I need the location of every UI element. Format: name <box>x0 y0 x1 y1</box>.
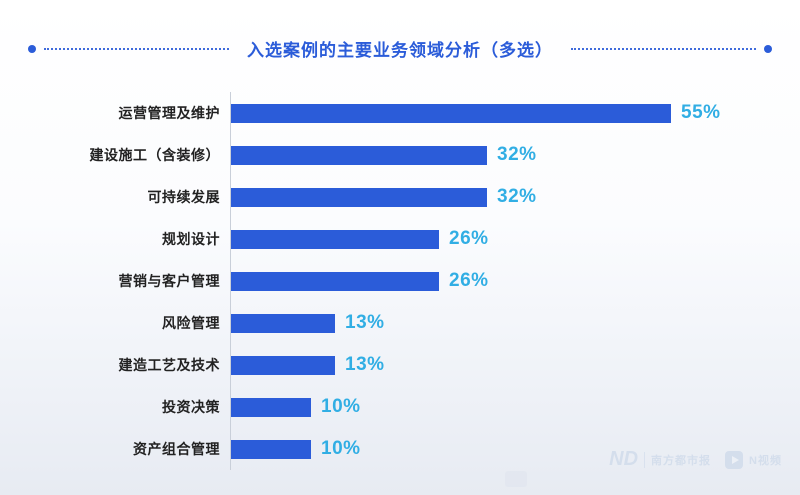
bar-area: 26% <box>230 260 780 302</box>
chart-row: 运营管理及维护 55% <box>20 92 780 134</box>
brand-watermarks: ND 南方都市报 N视频 <box>609 448 782 471</box>
bar-area: 10% <box>230 428 780 470</box>
value-label: 10% <box>321 438 361 459</box>
chart-row: 投资决策 10% <box>20 386 780 428</box>
header-right-dotted-line <box>571 47 756 50</box>
value-label: 26% <box>449 270 489 291</box>
nd-logo-icon: ND <box>609 448 639 470</box>
chart-row: 资产组合管理 10% <box>20 428 780 470</box>
category-label: 资产组合管理 <box>133 441 220 457</box>
chart-row: 可持续发展 32% <box>20 176 780 218</box>
value-label: 32% <box>497 144 537 165</box>
value-label: 55% <box>681 102 721 123</box>
bar-area: 55% <box>230 92 780 134</box>
value-label: 10% <box>321 396 361 417</box>
faint-center-watermark <box>505 471 527 487</box>
bar <box>231 397 311 417</box>
bar <box>231 439 311 459</box>
category-label: 可持续发展 <box>147 189 220 205</box>
category-label: 规划设计 <box>162 231 220 247</box>
play-icon <box>725 450 744 469</box>
bar-area: 10% <box>230 386 780 428</box>
bar <box>231 229 439 249</box>
bar <box>231 355 335 375</box>
value-label: 13% <box>345 354 385 375</box>
nvideo-brand-group: N视频 <box>725 450 782 469</box>
category-label: 运营管理及维护 <box>118 105 220 121</box>
value-label: 32% <box>497 186 537 207</box>
brand-divider <box>644 451 646 468</box>
header-left-dot <box>28 44 36 53</box>
header-right-dot <box>764 44 772 53</box>
bar-area: 26% <box>230 218 780 260</box>
chart-row: 风险管理 13% <box>20 302 780 344</box>
category-label: 建设施工（含装修） <box>89 147 220 163</box>
category-label: 营销与客户管理 <box>118 273 220 289</box>
chart-row: 建造工艺及技术 13% <box>20 344 780 386</box>
chart-row: 规划设计 26% <box>20 218 780 260</box>
bar <box>231 103 671 123</box>
bar <box>231 313 335 333</box>
bar <box>231 187 487 207</box>
bar <box>231 145 487 165</box>
bar-chart: 运营管理及维护 55% 建设施工（含装修） 32% 可持续发展 32% 规划设计… <box>20 92 780 470</box>
bar <box>231 271 439 291</box>
bar-area: 32% <box>230 176 780 218</box>
chart-row: 建设施工（含装修） 32% <box>20 134 780 176</box>
header-left-dotted-line <box>44 47 229 50</box>
bar-area: 32% <box>230 134 780 176</box>
value-label: 13% <box>345 312 385 333</box>
bar-area: 13% <box>230 344 780 386</box>
bar-area: 13% <box>230 302 780 344</box>
nvideo-brand-label: N视频 <box>749 454 782 467</box>
chart-title: 入选案例的主要业务领域分析（多选） <box>247 41 553 60</box>
chart-header: 入选案例的主要业务领域分析（多选） <box>0 36 800 61</box>
nd-brand-group: ND 南方都市报 <box>609 448 711 471</box>
nd-brand-label: 南方都市报 <box>651 454 712 467</box>
category-label: 建造工艺及技术 <box>118 357 220 373</box>
category-label: 投资决策 <box>162 399 220 415</box>
chart-row: 营销与客户管理 26% <box>20 260 780 302</box>
value-label: 26% <box>449 228 489 249</box>
category-label: 风险管理 <box>162 315 220 331</box>
